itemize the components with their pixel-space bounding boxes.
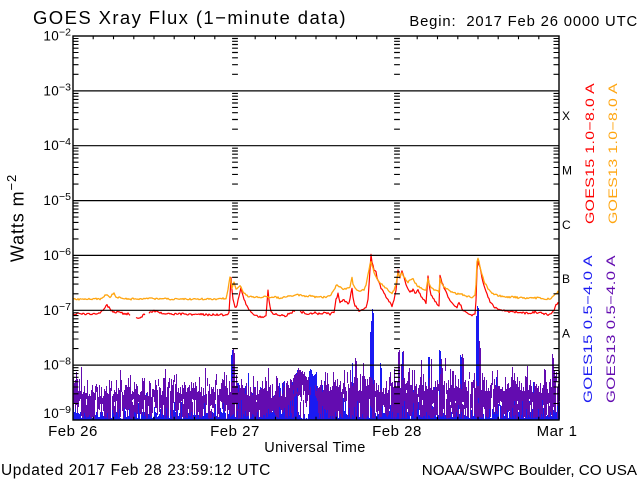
svg-text:A: A xyxy=(562,327,570,341)
svg-text:Updated 2017 Feb 28 23:59:12 U: Updated 2017 Feb 28 23:59:12 UTC xyxy=(1,462,271,479)
svg-text:Begin: 2017 Feb 26 0000 UTC: Begin: 2017 Feb 26 0000 UTC xyxy=(409,14,638,30)
svg-text:Universal Time: Universal Time xyxy=(264,440,366,456)
svg-text:Feb 27: Feb 27 xyxy=(210,423,260,440)
svg-text:Feb 28: Feb 28 xyxy=(372,423,422,440)
svg-text:Watts m−2: Watts m−2 xyxy=(4,174,28,262)
svg-text:X: X xyxy=(562,109,570,123)
svg-text:Mar 1: Mar 1 xyxy=(537,423,578,440)
svg-text:GOES15 1.0−8.0 A: GOES15 1.0−8.0 A xyxy=(583,82,597,224)
svg-text:B: B xyxy=(562,272,570,286)
svg-text:NOAA/SWPC Boulder, CO USA: NOAA/SWPC Boulder, CO USA xyxy=(422,462,638,479)
svg-text:Feb 26: Feb 26 xyxy=(48,423,98,440)
svg-text:GOES13 1.0−8.0 A: GOES13 1.0−8.0 A xyxy=(606,82,620,224)
svg-text:GOES15 0.5−4.0 A: GOES15 0.5−4.0 A xyxy=(581,254,595,403)
svg-text:M: M xyxy=(562,164,572,178)
svg-text:GOES Xray Flux (1−minute data): GOES Xray Flux (1−minute data) xyxy=(33,7,347,28)
svg-text:GOES13 0.5−4.0 A: GOES13 0.5−4.0 A xyxy=(604,254,618,403)
svg-text:C: C xyxy=(562,218,571,232)
